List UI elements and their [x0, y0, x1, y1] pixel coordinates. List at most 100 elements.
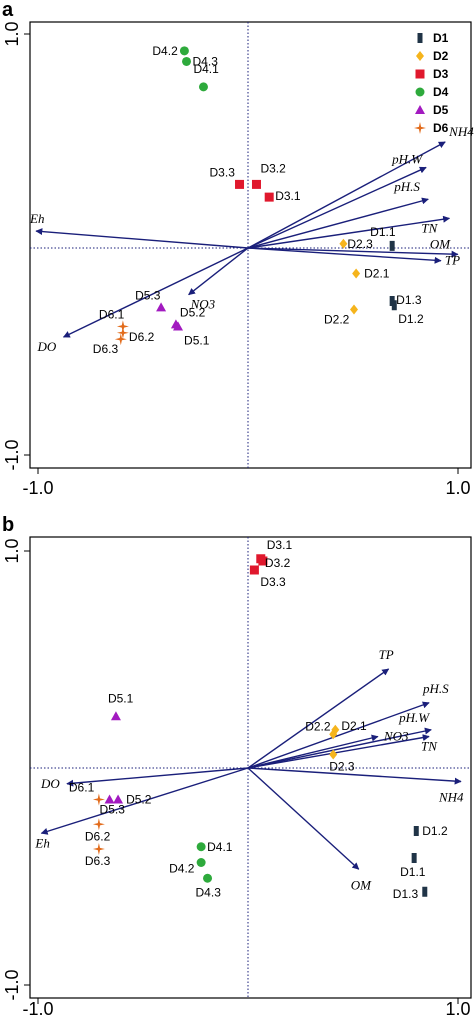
point-label: D4.2	[152, 44, 178, 58]
point-label: D5.3	[100, 803, 126, 817]
vector-label: NO3	[190, 297, 216, 312]
vector-label: OM	[351, 877, 372, 892]
point-label: D4.1	[207, 840, 233, 854]
data-point-D2-3	[329, 749, 338, 760]
vector-arrow-no3	[247, 734, 379, 769]
vector-label: TP	[379, 647, 394, 662]
vector-arrow-ph-s	[247, 197, 429, 249]
data-point-D5-3	[156, 302, 167, 312]
legend-marker-d2	[416, 51, 424, 61]
vector-arrow-tn	[247, 734, 430, 769]
panel-label-a: a	[2, 0, 14, 21]
point-label: D3.3	[210, 165, 236, 179]
data-point-D2-1	[352, 268, 361, 279]
data-point-D2-2	[329, 729, 338, 740]
vector-arrow-ph-w	[247, 727, 432, 769]
data-point-D3-2	[258, 556, 268, 566]
vector-arrow-eh	[35, 228, 249, 249]
point-label: D6.2	[85, 829, 111, 843]
point-label: D5.3	[135, 288, 161, 302]
data-point-D5-2	[170, 319, 181, 329]
biplot-panel-b: b -1.0 1.0 -1.0 1.0 TP pH.S pH.W NO3 TN NH4 OM DO E…	[2, 514, 472, 1017]
point-label: D1.1	[370, 225, 396, 239]
point-label: D3.1	[267, 538, 293, 552]
x-tick-label: 1.0	[445, 478, 470, 498]
data-point-D3-3	[235, 179, 245, 189]
data-point-D2-2	[350, 304, 358, 315]
data-point-D1-1	[411, 853, 417, 863]
point-label: D3.2	[260, 161, 286, 175]
data-point-D6-1	[116, 320, 129, 333]
point-label: D3.2	[265, 556, 291, 570]
vector-label: DO	[40, 776, 60, 791]
data-point-D4-1	[198, 82, 208, 92]
y-tick-label: 1.0	[2, 538, 22, 563]
data-point-D6-3	[92, 843, 105, 855]
vector-arrow-eh	[40, 767, 249, 835]
vector-arrow-tp	[247, 247, 442, 264]
vector-label: NH4	[438, 790, 464, 805]
x-tick-label: 1.0	[445, 999, 470, 1017]
point-label: D5.1	[108, 691, 134, 705]
point-label: D5.2	[126, 793, 152, 807]
y-tick-label: -1.0	[2, 439, 22, 470]
vector-arrow-om	[247, 767, 360, 870]
point-label: D2.3	[347, 237, 373, 251]
point-label: D5.2	[180, 305, 206, 319]
data-point-D5-1	[110, 711, 121, 721]
vector-label: TP	[445, 253, 460, 268]
data-point-D6-2	[116, 326, 129, 339]
point-label: D1.3	[393, 887, 419, 901]
y-tick-label: 1.0	[2, 21, 22, 46]
data-point-D1-3	[422, 886, 428, 897]
point-label: D6.3	[85, 854, 111, 868]
point-label: D6.3	[93, 342, 119, 356]
point-label: D2.3	[329, 760, 355, 774]
legend-entry-label: D4	[433, 85, 449, 99]
vector-arrow-no3	[188, 247, 249, 296]
point-label: D1.2	[398, 312, 424, 326]
vector-arrow-tn	[247, 215, 451, 249]
point-label: D3.3	[260, 575, 286, 589]
data-point-D4-2	[196, 858, 206, 867]
vector-arrow-nh4	[247, 767, 462, 785]
point-label: D2.2	[305, 719, 331, 733]
vector-label: TN	[421, 220, 438, 235]
point-label: D4.3	[193, 54, 219, 68]
vector-label: OM	[430, 236, 451, 251]
point-label: D1.3	[396, 293, 422, 307]
legend: D1 D2 D3 D4 D5 D6	[414, 31, 449, 135]
data-point-D4-3	[182, 56, 192, 66]
data-point-D4-1	[196, 842, 206, 852]
data-point-D5-3	[104, 794, 115, 804]
point-label: D1.1	[400, 865, 426, 879]
data-point-D6-1	[92, 793, 105, 806]
point-label: D2.1	[364, 266, 390, 280]
point-label: D2.2	[324, 312, 350, 326]
data-point-D4-2	[179, 46, 189, 56]
point-label: D4.2	[169, 862, 195, 876]
vector-label: DO	[37, 339, 57, 354]
vector-label: pH.S	[422, 681, 449, 696]
x-tick-label: -1.0	[22, 478, 53, 498]
vector-label: pH.W	[391, 151, 423, 166]
legend-marker-d6	[414, 122, 426, 134]
data-point-D1-3	[389, 296, 395, 306]
legend-marker-d1	[417, 33, 423, 43]
point-label: D2.1	[341, 719, 367, 733]
data-point-D6-2	[92, 818, 105, 831]
data-point-D1-1	[389, 240, 395, 251]
vector-arrow-do	[62, 247, 249, 338]
vector-label: Eh	[34, 835, 49, 850]
y-tick-label: -1.0	[2, 969, 22, 1000]
point-label: D1.2	[422, 824, 448, 838]
data-point-D3-3	[249, 565, 259, 575]
vector-label: NH4	[448, 124, 474, 139]
vector-arrow-tp	[247, 668, 390, 769]
data-point-D6-3	[114, 333, 127, 346]
data-point-D3-2	[251, 179, 261, 189]
x-tick-label: -1.0	[22, 999, 53, 1017]
legend-entry-label: D1	[433, 31, 449, 45]
vector-arrow-ph-s	[247, 701, 430, 769]
